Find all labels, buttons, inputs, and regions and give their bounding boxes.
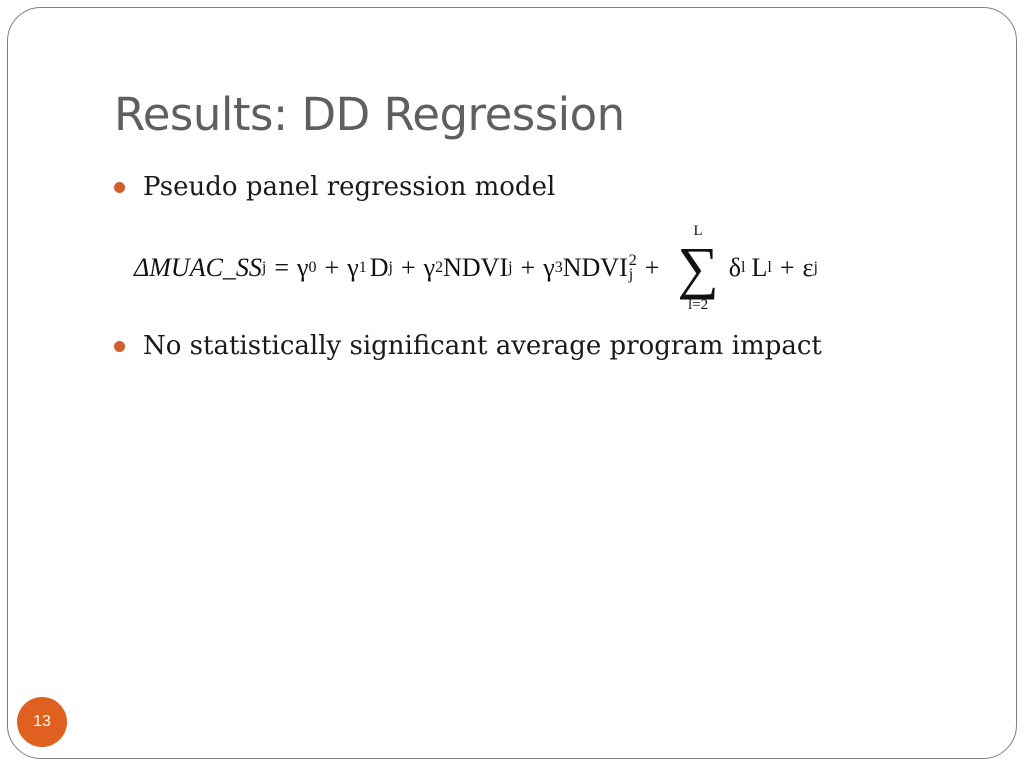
eq-ndvi-squared: NDVI: [562, 253, 628, 282]
eq-ndvi-squared-sup: 2: [628, 252, 637, 269]
eq-plus: +: [644, 253, 660, 282]
eq-delta-sub: l: [741, 259, 746, 276]
eq-ndvi-sub: j: [508, 259, 513, 276]
bullet-item: No statistically significant average pro…: [114, 331, 822, 361]
eq-lhs-sub: j: [261, 259, 267, 276]
slide-frame: [7, 7, 1017, 759]
eq-sigma: ∑: [677, 235, 719, 300]
eq-delta: δ: [728, 253, 742, 282]
eq-ndvi: NDVI: [443, 253, 509, 282]
eq-l-sub: l: [767, 259, 772, 276]
eq-gamma3: γ: [543, 253, 555, 282]
eq-plus: +: [520, 253, 536, 282]
bullet-item: Pseudo panel regression model: [114, 172, 555, 202]
slide-title: Results: DD Regression: [114, 88, 625, 141]
eq-epsilon-sub: j: [813, 259, 818, 276]
eq-gamma0: γ: [297, 253, 309, 282]
eq-d: D: [369, 253, 389, 282]
eq-plus: +: [779, 253, 795, 282]
eq-gamma2: γ: [423, 253, 436, 282]
eq-ndvi-squared-sub: j: [628, 266, 634, 283]
bullet-dot-icon: [114, 181, 125, 193]
eq-gamma2-sub: 2: [435, 259, 444, 276]
eq-d-sub: j: [388, 259, 393, 276]
eq-plus: +: [400, 253, 416, 282]
eq-gamma3-sub: 3: [554, 259, 563, 276]
eq-gamma1-sub: 1: [358, 259, 367, 276]
eq-gamma1: γ: [347, 253, 359, 282]
eq-sum-upper: L: [693, 223, 703, 239]
bullet-text: Pseudo panel regression model: [143, 172, 556, 202]
eq-l-var: L: [751, 253, 768, 282]
bullet-dot-icon: [114, 340, 125, 352]
eq-plus: +: [324, 253, 340, 282]
bullet-text: No statistically significant average pro…: [143, 331, 822, 361]
eq-gamma0-sub: 0: [308, 259, 317, 276]
eq-summation: L ∑ l=2: [677, 223, 718, 313]
page-number-badge: 13: [17, 697, 67, 747]
eq-equals: =: [274, 253, 290, 282]
eq-sum-lower: l=2: [688, 297, 709, 313]
eq-epsilon: ε: [802, 253, 814, 282]
eq-lhs: ΔMUAC_SS: [134, 253, 262, 282]
